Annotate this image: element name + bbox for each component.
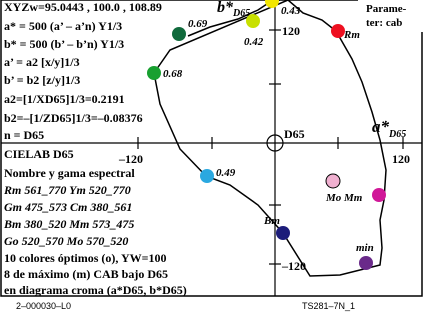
point-violet bbox=[359, 256, 373, 270]
point-green bbox=[147, 66, 161, 80]
parameter-box bbox=[358, 0, 424, 32]
info-line13: Bm 380_520 Mm 573_475 bbox=[3, 217, 134, 231]
info-line17: en diagrama croma (a*D65, b*D65) bbox=[4, 283, 187, 297]
info-line9: CIELAB D65 bbox=[4, 147, 74, 161]
info-line8: n = D65 bbox=[4, 128, 44, 142]
plot-frame bbox=[0, 0, 423, 297]
tick-label-right: 120 bbox=[392, 152, 410, 166]
info-line14: Go 520_570 Mo 570_520 bbox=[4, 234, 128, 248]
footer-right: TS281–7N_1 bbox=[302, 301, 355, 311]
label-068: 0.68 bbox=[163, 68, 183, 80]
point-red bbox=[331, 24, 345, 38]
label-049: 0.49 bbox=[216, 167, 236, 179]
label-bm: Bm bbox=[263, 215, 280, 227]
tick-label-left: –120 bbox=[118, 152, 143, 166]
point-magenta bbox=[372, 188, 386, 202]
a-axis-label: a*D65 bbox=[372, 117, 406, 140]
info-line15: 10 colores óptimos (o), YW=100 bbox=[4, 251, 167, 265]
label-mo-mm: Mo Mm bbox=[325, 192, 363, 204]
point-pink bbox=[325, 173, 341, 189]
gamut-curve bbox=[153, 0, 387, 277]
point-yellowgreen bbox=[246, 14, 260, 28]
info-line10: Nombre y gama espectral bbox=[4, 166, 135, 180]
footer-left: 2–000030–L0 bbox=[16, 301, 71, 311]
center-circle bbox=[266, 134, 284, 152]
label-042: 0.42 bbox=[244, 36, 264, 48]
info-line12: Gm 475_573 Cm 380_561 bbox=[4, 200, 132, 214]
info-line6: a2=[1/XD65]1/3=0.2191 bbox=[4, 92, 125, 106]
info-line4: a’ = a2 [x/y]1/3 bbox=[4, 55, 80, 69]
point-cyan bbox=[200, 169, 214, 183]
tick-label-bottom: –120 bbox=[281, 259, 306, 273]
info-line3: b* = 500 (b’ – b’n) Y1/3 bbox=[4, 37, 124, 51]
label-043: 0.43 bbox=[281, 5, 301, 17]
tick-label-top: 120 bbox=[282, 24, 300, 38]
info-line5: b’ = b2 [z/y]1/3 bbox=[4, 73, 80, 87]
info-line2: a* = 500 (a’ – a’n) Y1/3 bbox=[4, 19, 122, 33]
label-rm: Rm bbox=[343, 29, 360, 41]
parameter-line2: ter: cab bbox=[366, 17, 402, 29]
info-line7: b2=–[1/ZD65]1/3=–0.08376 bbox=[4, 111, 143, 125]
info-b-symbol: b*D65 bbox=[217, 0, 250, 19]
point-darkgreen bbox=[172, 27, 186, 41]
point-yellow bbox=[265, 0, 279, 8]
info-line11: Rm 561_770 Ym 520_770 bbox=[3, 183, 131, 197]
point-blue bbox=[276, 226, 290, 240]
info-line16: 8 de máximo (m) CAB bajo D65 bbox=[4, 267, 168, 281]
label-069: 0.69 bbox=[188, 18, 208, 30]
info-line1: XYZw=95.0443 , 100.0 , 108.89 bbox=[4, 0, 162, 14]
label-min: min bbox=[356, 242, 374, 254]
parameter-line1: Parame- bbox=[366, 3, 407, 15]
center-label: D65 bbox=[284, 127, 305, 141]
